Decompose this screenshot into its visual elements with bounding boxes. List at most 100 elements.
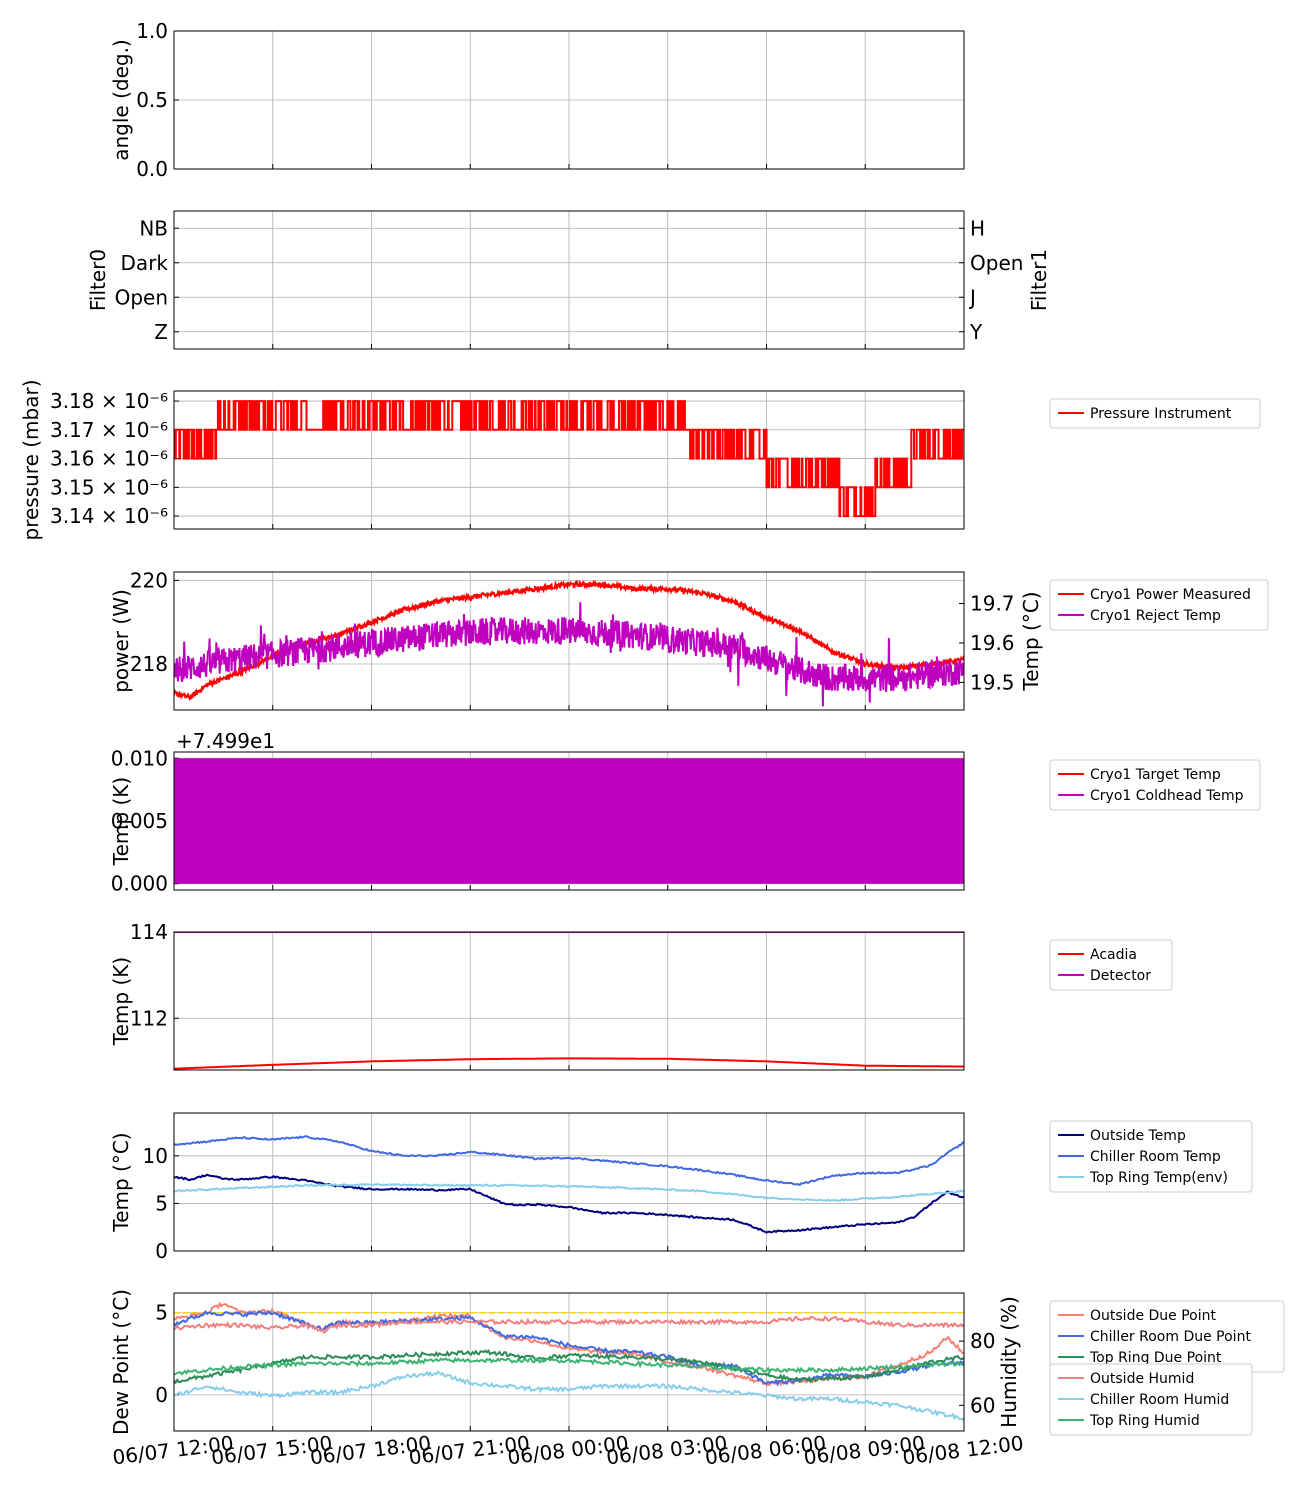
axes-frame [173,30,965,170]
y-axis-label: angle (deg.) [109,39,133,161]
legend-label: Cryo1 Power Measured [1090,587,1251,603]
y-tick-label: 3.18 × 10⁻⁶ [50,389,168,413]
plot-area [174,400,964,518]
y-axis-right-label: Filter1 [1027,249,1051,311]
y-axis-label: Dew Point (°C) [109,1289,133,1435]
legend: Outside Due Point Chiller Room Due Point T… [1049,1300,1285,1373]
y-tick-label: 3.17 × 10⁻⁶ [50,418,168,442]
legend-box [1049,939,1173,991]
y-tick-label: 0.5 [136,88,168,112]
y-right-tick-label: 19.7 [970,592,1015,616]
legend-label: Acadia [1090,947,1137,963]
legend-label: Cryo1 Target Temp [1090,767,1221,783]
legend-label: Outside Due Point [1090,1308,1217,1324]
y-axis-right-label: Humidity (%) [997,1296,1021,1428]
legend-label: Top Ring Temp(env) [1089,1170,1228,1186]
legend-label: Outside Temp [1090,1128,1186,1144]
legend: Outside Humid Chiller Room Humid Top Ring … [1049,1363,1253,1436]
y-tick-label: 5 [155,1191,168,1215]
panel-cryo_temp: 0.000 0.005 0.010 Temp (K) +7.499e1 Cryo1 Tar… [109,729,1261,896]
panel-dewpoint: 0 5 60 80 Dew Point (°C) Humidity (%) Outside … [109,1289,1285,1436]
y-tick-label: NB [139,216,168,240]
legend: Acadia Detector [1049,939,1173,991]
panel-weather_temp: 0 5 10 Temp (°C) Outside Temp Chiller Room Te… [109,1112,1253,1263]
legend: Pressure Instrument [1049,398,1261,429]
series-line-top-ring-due-point [174,1348,964,1385]
y-tick-label: 0.000 [111,872,168,896]
y-axis-label: Temp (K) [109,957,133,1046]
plot-area [174,1301,964,1422]
y-tick-label: 3.16 × 10⁻⁶ [50,447,168,471]
y-tick-label: 3.14 × 10⁻⁶ [50,504,168,528]
panel-detector: 112 114 Temp (K) Acadia Detector [109,920,1173,1071]
y-right-tick-label: 80 [970,1329,995,1353]
legend-label: Cryo1 Reject Temp [1090,608,1221,624]
y-axis-label: pressure (mbar) [19,379,43,540]
legend-label: Top Ring Due Point [1089,1350,1222,1366]
y-tick-label: 0 [155,1383,168,1407]
axes-frame [173,1112,965,1252]
y-tick-label: 112 [130,1006,168,1030]
plot-area [174,932,964,1070]
y-tick-label: 0.010 [111,746,168,770]
series-band-coldhead-temp [174,758,964,884]
y-tick-label: 0.0 [136,157,168,181]
y-axis-right-label: Temp (°C) [1019,591,1043,691]
y-right-tick-label: Y [969,320,983,344]
y-tick-label: Dark [121,251,169,275]
legend-box [1049,398,1261,429]
series-line-acadia [174,1057,964,1070]
axes-frame [173,210,965,350]
y-axis-label: Temp (°C) [109,1132,133,1232]
legend-label: Top Ring Humid [1089,1413,1200,1429]
y-tick-label: 0 [155,1239,168,1263]
axes-frame [173,751,965,891]
y-tick-label: 3.15 × 10⁻⁶ [50,475,168,499]
y-tick-label: 1.0 [136,19,168,43]
y-tick-label: 10 [143,1144,168,1168]
series-line-outside-humid [174,1315,964,1335]
y-tick-label: 5 [155,1301,168,1325]
y-axis-label: power (W) [109,589,133,693]
plot-area [174,579,964,707]
legend-box [1049,1120,1253,1193]
legend-label: Chiller Room Due Point [1090,1329,1251,1345]
y-right-tick-label: H [970,216,985,240]
series-line-outside-temp [174,1173,964,1234]
y-tick-label: 218 [130,652,168,676]
panel-filter: Z Open Dark NB YJ Open H Filter0 Filter1 [86,210,1051,350]
plot-area [174,1135,964,1234]
y-right-tick-label: 19.5 [970,670,1015,694]
legend-label: Chiller Room Temp [1090,1149,1221,1165]
legend-label: Detector [1090,968,1151,984]
offset-text: +7.499e1 [176,729,275,753]
legend-box [1049,579,1269,631]
series-line-chiller-room-humid [174,1370,964,1422]
y-tick-label: Open [115,285,168,309]
series-line-top-ring-temp-env- [174,1182,964,1203]
legend: Cryo1 Power Measured Cryo1 Reject Temp [1049,579,1269,631]
legend: Cryo1 Target Temp Cryo1 Coldhead Temp [1049,759,1261,811]
y-right-tick-label: 19.6 [970,631,1015,655]
series-line-chiller-room-temp [174,1135,964,1187]
legend-box [1049,1363,1253,1436]
y-right-tick-label: Open [970,251,1023,275]
legend-label: Outside Humid [1090,1371,1194,1387]
y-tick-label: 0.005 [111,809,168,833]
series-line-cryo1-reject-temp [174,602,964,707]
y-right-tick-label: J [968,285,976,309]
legend-box [1049,759,1261,811]
axes-frame [173,931,965,1071]
panel-pressure: 3.14 × 10⁻⁶ 3.15 × 10⁻⁶ 3.16 × 10⁻⁶ 3.17 × … [19,379,1261,541]
legend-label: Cryo1 Coldhead Temp [1090,788,1244,804]
y-axis-label: Temp (K) [109,777,133,866]
y-tick-label: Z [154,320,168,344]
y-tick-label: 114 [130,920,168,944]
axes-frame [173,390,965,530]
axes-frame [173,1292,965,1432]
y-axis-label: Filter0 [86,249,110,311]
legend-label: Chiller Room Humid [1090,1392,1229,1408]
